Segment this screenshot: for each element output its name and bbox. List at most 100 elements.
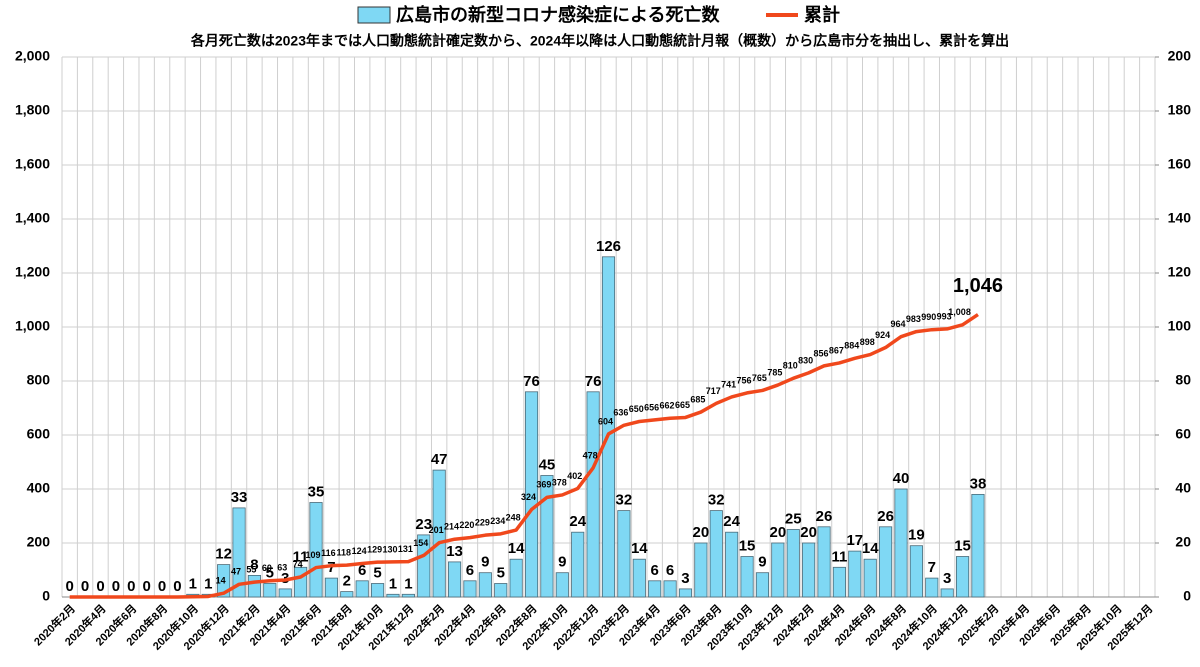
y-tick-label: 1,000 [15, 318, 50, 334]
bar-value-label: 15 [739, 537, 756, 554]
bar-value-label: 2 [343, 573, 351, 590]
bar-value-label: 8 [250, 556, 258, 573]
bar-value-label: 0 [173, 578, 181, 595]
line-value-label: 116 [321, 548, 336, 558]
bar [494, 583, 508, 598]
line-value-label: 118 [337, 548, 352, 558]
bar-value-label: 40 [893, 470, 910, 487]
line-value-label: 604 [598, 416, 613, 426]
bar-value-label: 1 [189, 575, 197, 592]
bar [925, 577, 939, 598]
line-value-label: 220 [459, 520, 474, 530]
bar [571, 531, 585, 598]
bar-value-label: 5 [373, 564, 381, 581]
bar [909, 545, 923, 598]
bar-value-label: 0 [112, 578, 120, 595]
line-value-label: 214 [444, 522, 459, 532]
y-tick-label: 1,600 [15, 156, 50, 172]
line-value-label: 47 [231, 567, 241, 577]
bar [386, 593, 400, 598]
bar [663, 580, 677, 598]
line-value-label: 1,046 [953, 275, 1003, 297]
bar [478, 572, 492, 598]
bar-value-label: 126 [596, 238, 621, 255]
bar [294, 566, 308, 598]
bar-value-label: 76 [523, 373, 540, 390]
y-tick-label: 600 [27, 426, 51, 442]
bar [601, 256, 616, 598]
line-value-label: 650 [629, 404, 644, 414]
line-value-label: 14 [216, 576, 226, 586]
bar-value-label: 9 [758, 554, 766, 571]
bar-value-label: 7 [928, 559, 936, 576]
bar-value-label: 26 [877, 508, 894, 525]
bar [848, 550, 862, 598]
line-value-label: 234 [490, 516, 505, 526]
bar-value-label: 9 [558, 554, 566, 571]
line-value-label: 201 [429, 525, 444, 535]
bar-value-label: 11 [293, 548, 309, 565]
bar [755, 572, 770, 598]
bar-value-label: 5 [266, 564, 274, 581]
bar [247, 575, 261, 598]
line-value-label: 324 [521, 492, 536, 502]
bar [555, 572, 569, 598]
y2-tick-label: 20 [1175, 534, 1191, 550]
bar-value-label: 20 [769, 524, 786, 541]
line-value-label: 154 [413, 538, 428, 548]
bar-value-label: 14 [631, 540, 648, 557]
bar [786, 529, 800, 598]
line-value-label: 990 [921, 312, 936, 322]
line-value-label: 993 [937, 311, 952, 321]
line-value-label: 983 [906, 314, 921, 324]
bar [324, 577, 338, 598]
y2-tick-label: 160 [1168, 156, 1192, 172]
line-value-label: 1,008 [948, 307, 971, 317]
bar-value-label: 0 [96, 578, 104, 595]
line-value-label: 248 [506, 512, 521, 522]
bar-value-label: 20 [693, 524, 710, 541]
bar-value-label: 0 [127, 578, 135, 595]
bar-value-label: 24 [569, 513, 586, 530]
y-tick-label: 400 [27, 480, 51, 496]
bar-value-label: 19 [908, 527, 925, 544]
bar [617, 510, 631, 598]
y2-tick-label: 0 [1183, 588, 1191, 604]
bar-value-label: 23 [415, 516, 432, 533]
line-value-label: 884 [844, 341, 859, 351]
y-tick-label: 200 [27, 534, 51, 550]
bar [432, 469, 446, 598]
line [69, 313, 979, 599]
y2-tick-label: 200 [1168, 48, 1192, 64]
bar [540, 475, 554, 598]
bar [355, 580, 369, 598]
bar [709, 510, 723, 598]
y2-tick-label: 140 [1168, 210, 1192, 226]
bar-value-label: 14 [508, 540, 525, 557]
line-value-label: 63 [277, 562, 287, 572]
legend-label: 広島市の新型コロナ感染症による死亡数 [396, 4, 720, 25]
bar-value-label: 35 [308, 483, 325, 500]
bar [586, 391, 600, 598]
y2-tick-label: 180 [1168, 102, 1192, 118]
line-value-label: 785 [767, 367, 782, 377]
line-value-label: 685 [690, 394, 705, 404]
bar [802, 542, 816, 598]
bar [894, 488, 908, 598]
y-tick-label: 800 [27, 372, 51, 388]
bar [509, 558, 523, 598]
line-value-label: 109 [305, 550, 320, 560]
bar [940, 588, 954, 598]
y2-tick-label: 120 [1168, 264, 1192, 280]
line-value-label: 656 [644, 402, 659, 412]
bar [263, 583, 277, 598]
y-tick-label: 2,000 [15, 48, 50, 64]
bar [278, 588, 292, 598]
y-tick-label: 1,800 [15, 102, 50, 118]
bar-value-label: 14 [862, 540, 879, 557]
bar-value-label: 3 [681, 570, 689, 587]
bar-value-label: 20 [800, 524, 817, 541]
bar-value-label: 26 [816, 508, 833, 525]
line-value-label: 898 [860, 337, 875, 347]
